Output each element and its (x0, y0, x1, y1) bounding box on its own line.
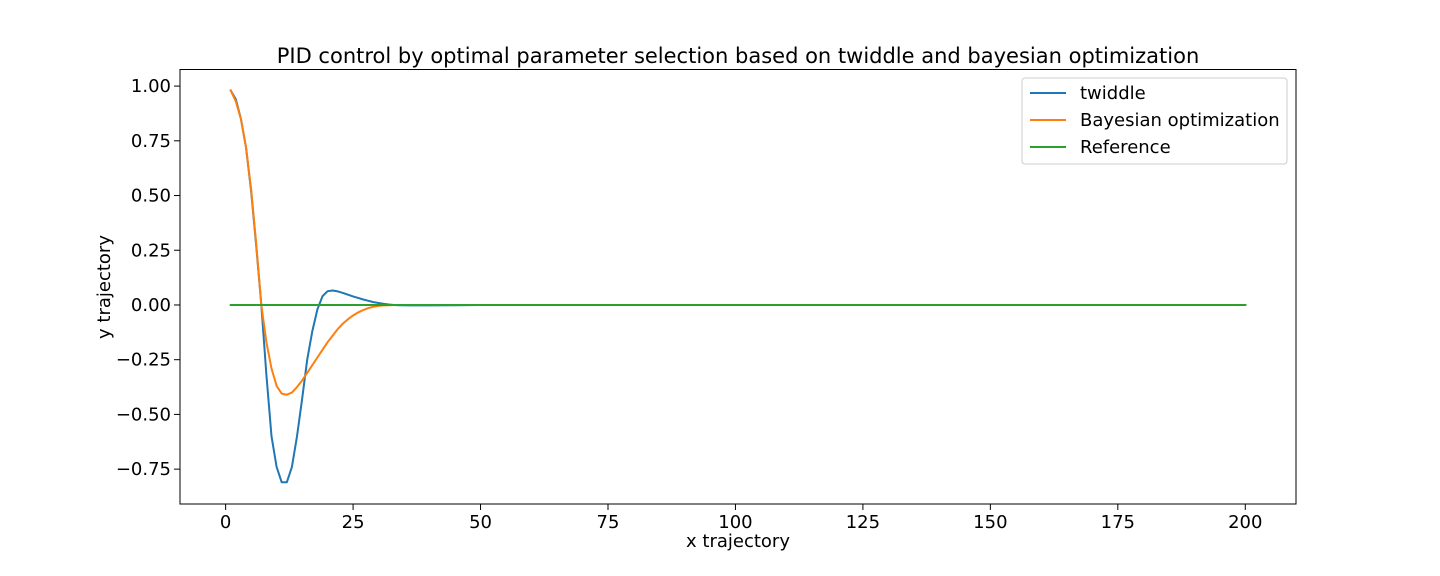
legend: twiddle Bayesian optimization Reference (1021, 77, 1288, 165)
y-tick-label: −0.50 (116, 404, 171, 425)
x-tick-label: 175 (1101, 512, 1135, 533)
legend-box (1021, 77, 1288, 165)
y-axis: −0.75 −0.50 −0.25 0.00 0.25 0.50 0.75 1.00 (116, 76, 180, 480)
x-tick-label: 50 (469, 512, 492, 533)
x-tick-label: 0 (220, 512, 231, 533)
series-layer (229, 89, 1247, 484)
x-tick-label: 100 (718, 512, 752, 533)
x-axis: 0 25 50 75 100 125 150 175 200 (220, 504, 1262, 533)
legend-label-bayesian-optimization: Bayesian optimization (1080, 110, 1280, 131)
plot-area (179, 69, 1297, 505)
legend-label-twiddle: twiddle (1080, 83, 1146, 104)
x-tick-label: 200 (1228, 512, 1262, 533)
x-axis-label: x trajectory (686, 531, 790, 552)
x-tick-label: 125 (846, 512, 880, 533)
x-tick-label: 150 (973, 512, 1007, 533)
y-tick-label: 0.75 (131, 131, 171, 152)
y-tick-label: 0.00 (131, 295, 171, 316)
x-tick-label: 75 (597, 512, 620, 533)
y-axis-label: y trajectory (94, 235, 115, 339)
y-tick-label: −0.25 (116, 350, 171, 371)
chart-title: PID control by optimal parameter selecti… (277, 44, 1200, 68)
y-tick-label: −0.75 (116, 459, 171, 480)
axes-frame (179, 69, 1297, 505)
y-tick-label: 0.50 (131, 186, 171, 207)
legend-label-reference: Reference (1080, 137, 1171, 158)
y-tick-label: 0.25 (131, 240, 171, 261)
y-tick-label: 1.00 (131, 76, 171, 97)
x-tick-label: 25 (342, 512, 365, 533)
